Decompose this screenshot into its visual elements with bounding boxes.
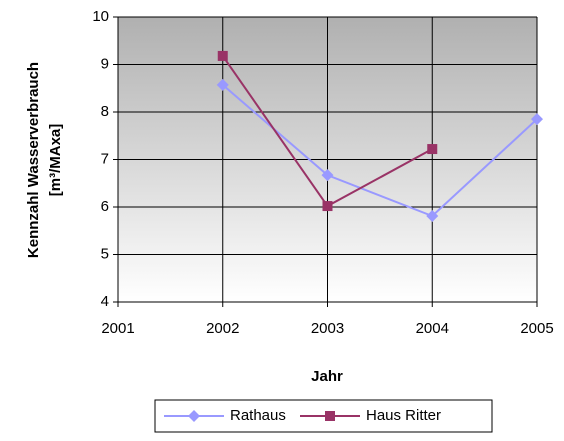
- y-tick-label: 7: [101, 150, 109, 167]
- y-tick-label: 6: [101, 198, 109, 215]
- y-tick-label: 4: [101, 293, 109, 310]
- marker: [426, 210, 439, 223]
- y-axis-label: Kennzahl Wasserverbrauch: [25, 62, 42, 258]
- legend-label: Haus Ritter: [366, 407, 441, 424]
- x-axis-label: Jahr: [311, 368, 343, 385]
- legend-marker: [188, 410, 200, 422]
- marker: [321, 169, 334, 182]
- marker: [217, 50, 228, 61]
- x-tick-label: 2004: [416, 320, 449, 337]
- legend-marker: [325, 411, 335, 421]
- y-tick-label: 10: [92, 8, 109, 25]
- y-axis-label: [m³/MAxa]: [47, 124, 64, 197]
- marker: [531, 113, 543, 126]
- y-tick-label: 9: [101, 55, 109, 72]
- marker: [322, 201, 333, 212]
- y-tick-label: 5: [101, 245, 109, 262]
- y-tick-label: 8: [101, 103, 109, 120]
- marker: [216, 78, 229, 91]
- x-tick-label: 2003: [311, 320, 344, 337]
- x-tick-label: 2005: [520, 320, 553, 337]
- marker: [427, 144, 438, 155]
- legend-label: Rathaus: [230, 407, 286, 424]
- x-tick-label: 2002: [206, 320, 239, 337]
- x-tick-label: 2001: [101, 320, 134, 337]
